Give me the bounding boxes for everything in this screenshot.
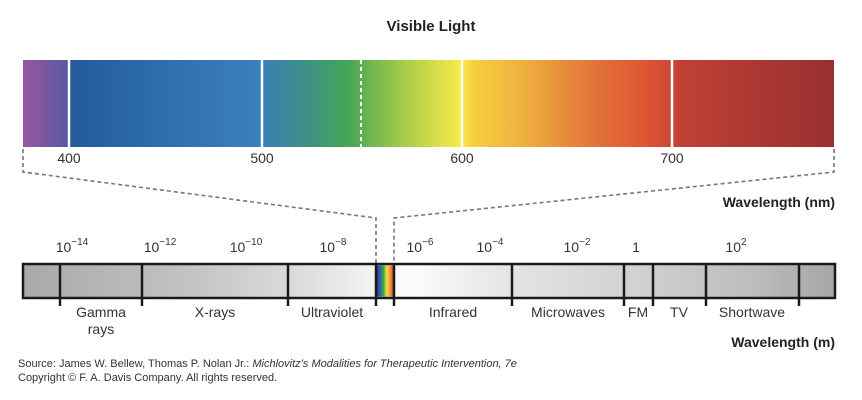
unit-label-m: Wavelength (m) [731, 334, 835, 350]
band-label-fm: FM [627, 304, 649, 320]
em-tick-1e-8: 10−8 [319, 237, 347, 255]
band-label-ultraviolet: Ultraviolet [300, 304, 364, 320]
band-label-tv: TV [670, 304, 688, 320]
source-citation: Source: James W. Bellew, Thomas P. Nolan… [18, 357, 517, 385]
band-label-shortwave: Shortwave [718, 304, 786, 320]
em-tick-1e-14: 10−14 [55, 237, 89, 255]
em-tick-1e2: 102 [725, 237, 747, 255]
em-tick-1e-10: 10−10 [229, 237, 263, 255]
copyright-notice: Copyright © F. A. Davis Company. All rig… [18, 372, 278, 384]
visible-band-rainbow [376, 265, 394, 297]
visible-tick-700: 700 [660, 150, 684, 166]
source-prefix: Source: James W. Bellew, Thomas P. Nolan… [18, 358, 253, 370]
em-spectrum-bar [21, 262, 837, 300]
visible-spectrum-bar [23, 60, 834, 147]
em-tick-1: 1 [632, 239, 640, 255]
em-tick-1e-2: 10−2 [563, 237, 591, 255]
zoom-connector [22, 149, 835, 264]
visible-tick-600: 600 [450, 150, 474, 166]
band-label-microwaves: Microwaves [531, 304, 605, 320]
visible-tick-500: 500 [250, 150, 274, 166]
source-book-title: Michlovitz’s Modalities for Therapeutic … [252, 358, 517, 370]
band-label-x-rays: X-rays [194, 304, 236, 320]
band-label-infrared: Infrared [428, 304, 478, 320]
em-tick-1e-6: 10−6 [406, 237, 434, 255]
em-tick-1e-4: 10−4 [476, 237, 504, 255]
visible-tick-400: 400 [57, 150, 81, 166]
unit-label-nm: Wavelength (nm) [722, 194, 835, 210]
em-tick-1e-12: 10−12 [143, 237, 177, 255]
diagram-title: Visible Light [386, 18, 476, 35]
band-label-gamma-rays: Gamma rays [76, 304, 126, 337]
